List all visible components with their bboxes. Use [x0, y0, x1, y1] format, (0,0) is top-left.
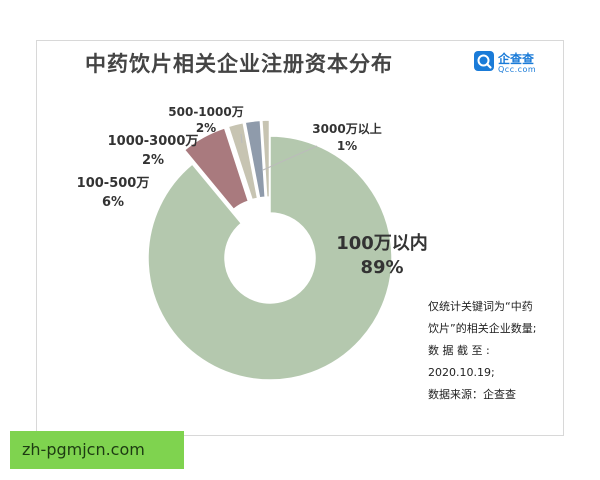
watermark-text: zh-pgmjcn.com [22, 440, 145, 459]
slice-value-label: 6% [102, 195, 124, 210]
donut-slice [183, 127, 250, 211]
footnote-line: 数 据 截 至 : [428, 344, 490, 357]
slice-value-label: 2% [196, 121, 216, 135]
watermark-banner: zh-pgmjcn.com [10, 431, 184, 469]
slice-category-label: 3000万以上 [312, 121, 381, 136]
footnote-line: 数据来源：企查查 [428, 388, 516, 401]
brand-logo: 企查查 Qcc.com [474, 49, 544, 77]
donut-slice [227, 121, 259, 201]
donut-slice [147, 135, 393, 381]
footnote-line: 饮片”的相关企业数量; [428, 322, 537, 335]
brand-sub: Qcc.com [498, 65, 537, 74]
brand-name: 企查查 [498, 52, 535, 66]
brand-logo-icon [474, 51, 494, 71]
leader-line [262, 145, 318, 171]
slice-category-label: 100万以内 [336, 232, 428, 254]
slice-value-label: 2% [142, 153, 164, 168]
slice-value-label: 89% [360, 257, 403, 278]
leader-line [240, 133, 243, 144]
footnote: 仅统计关键词为“中药 饮片”的相关企业数量; 数 据 截 至 : 2020.10… [428, 296, 564, 406]
chart-title: 中药饮片相关企业注册资本分布 [85, 52, 393, 76]
donut-slice [244, 119, 266, 199]
slice-category-label: 500-1000万 [168, 105, 243, 119]
slice-value-label: 1% [337, 139, 357, 153]
donut-slice [261, 119, 271, 198]
footnote-line: 2020.10.19; [428, 366, 495, 379]
footnote-line: 仅统计关键词为“中药 [428, 300, 533, 313]
slice-category-label: 1000-3000万 [108, 134, 199, 149]
slice-category-label: 100-500万 [77, 176, 150, 191]
